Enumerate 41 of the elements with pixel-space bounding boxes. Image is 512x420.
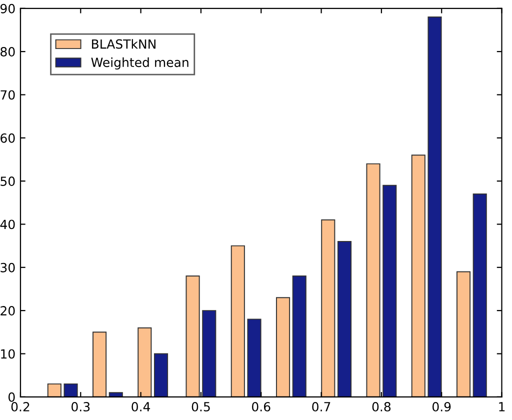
bar [47, 383, 62, 397]
bar [428, 16, 442, 397]
bar [154, 353, 168, 397]
x-tick-label: 0.8 [372, 402, 391, 412]
bar [247, 318, 262, 397]
bar [92, 332, 107, 397]
x-tick-label: 1 [499, 402, 505, 412]
bar [64, 383, 78, 397]
bar [108, 392, 123, 397]
bar [292, 276, 306, 397]
legend-label: BLASTkNN [92, 39, 156, 49]
x-tick-label: 0.4 [132, 402, 150, 412]
bar [456, 271, 471, 397]
y-tick-label: 80 [0, 47, 15, 56]
bar [230, 245, 245, 397]
y-tick-label: 40 [0, 220, 15, 230]
x-tick-label: 0.7 [312, 402, 330, 412]
x-tick-label: 0.6 [252, 402, 270, 412]
x-tick-label: 0.2 [11, 402, 30, 412]
bar [382, 184, 397, 397]
x-tick-label: 0.9 [432, 402, 451, 412]
bar [321, 219, 336, 397]
legend-label: Weighted mean [91, 57, 188, 70]
bar [186, 276, 200, 397]
bar [138, 327, 152, 397]
bar [366, 163, 380, 397]
y-tick-label: 90 [0, 4, 15, 14]
x-tick-label: 0.3 [72, 402, 90, 412]
y-tick-label: 10 [1, 349, 15, 359]
y-tick-label: 60 [0, 133, 15, 143]
y-tick-label: 0 [8, 392, 15, 402]
bar [202, 310, 216, 397]
bar [411, 154, 426, 397]
y-tick-label: 50 [0, 176, 15, 186]
bar [337, 241, 352, 397]
bar [472, 194, 487, 397]
y-tick-label: 30 [0, 262, 15, 272]
y-tick-label: 70 [0, 90, 15, 100]
y-tick-label: 20 [0, 306, 15, 316]
x-tick-label: 0.5 [192, 402, 210, 412]
bar [276, 297, 290, 397]
